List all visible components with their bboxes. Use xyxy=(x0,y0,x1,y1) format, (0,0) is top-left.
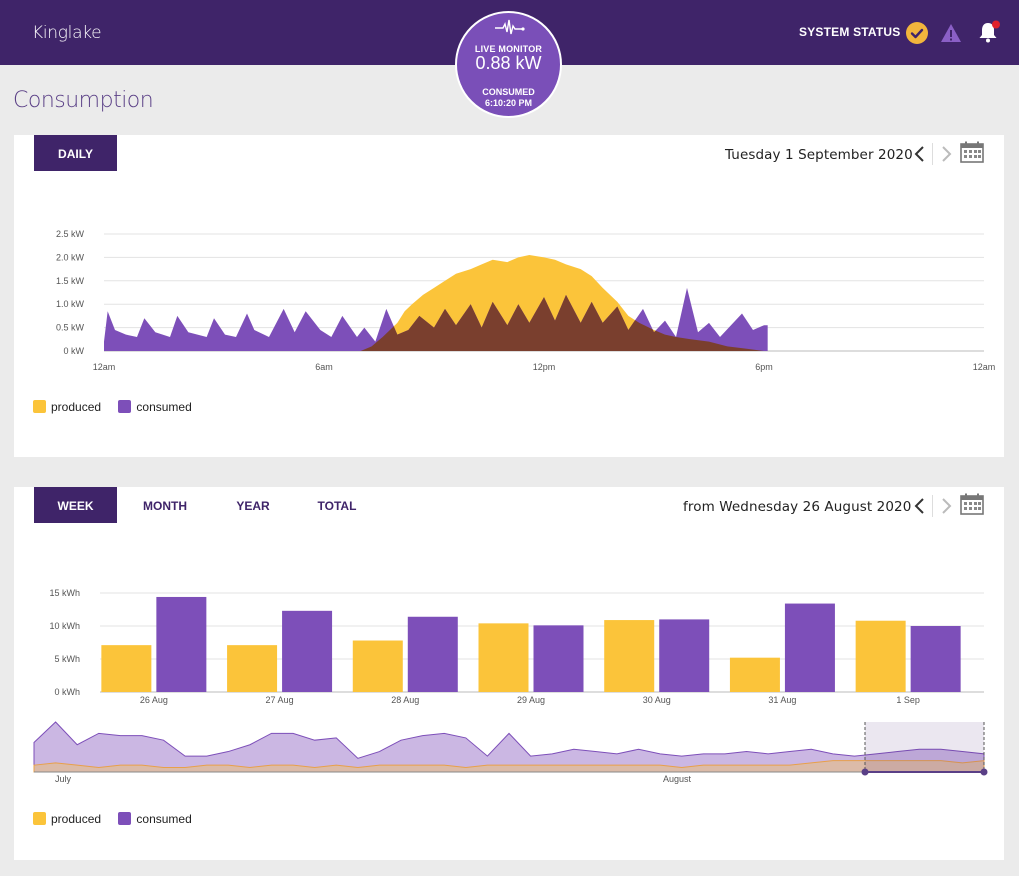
navigator-month-label: August xyxy=(663,774,692,784)
period-legend: produced consumed xyxy=(33,812,206,826)
check-circle-icon[interactable] xyxy=(906,22,928,44)
legend-consumed[interactable]: consumed xyxy=(118,400,192,414)
chevron-right-icon[interactable] xyxy=(939,497,953,515)
notification-dot xyxy=(992,20,1000,29)
legend-consumed-swatch xyxy=(118,812,132,825)
consumed-bar xyxy=(784,603,835,692)
system-status-label[interactable]: SYSTEM STATUS xyxy=(799,25,901,39)
legend-consumed-swatch xyxy=(118,400,132,413)
consumed-bar xyxy=(533,625,584,692)
produced-bar xyxy=(352,640,403,692)
consumed-bar xyxy=(407,616,458,692)
live-monitor-badge[interactable]: LIVE MONITOR 0.88 kW CONSUMED 6:10:20 PM xyxy=(455,11,562,118)
live-monitor-label: LIVE MONITOR xyxy=(474,44,543,54)
y-tick-label: 0 kWh xyxy=(54,687,80,697)
chevron-left-icon[interactable] xyxy=(913,145,927,163)
chevron-left-icon[interactable] xyxy=(913,497,927,515)
x-tick-label: 29 Aug xyxy=(517,695,545,705)
legend-consumed[interactable]: consumed xyxy=(118,812,192,826)
live-monitor-consumed-label: CONSUMED xyxy=(482,87,535,97)
page-title: Consumption xyxy=(13,88,154,113)
warning-triangle-icon[interactable] xyxy=(940,22,962,44)
x-tick-label: 12am xyxy=(973,362,996,372)
tab-month[interactable]: MONTH xyxy=(143,499,187,513)
tab-year[interactable]: YEAR xyxy=(236,499,270,513)
y-tick-label: 10 kWh xyxy=(49,621,80,631)
produced-bar xyxy=(604,620,655,692)
period-date-label: from Wednesday 26 August 2020 xyxy=(683,499,912,515)
calendar-icon[interactable] xyxy=(960,493,984,515)
consumed-bar xyxy=(659,619,710,692)
produced-bar xyxy=(101,645,152,692)
navigator-month-label: July xyxy=(55,774,72,784)
legend-consumed-label: consumed xyxy=(136,812,192,826)
daily-power-chart: 0 kW 0.5 kW 1.0 kW 1.5 kW 2.0 kW 2.5 kW 12am 6a… xyxy=(56,229,996,372)
live-monitor-time: 6:10:20 PM xyxy=(484,98,533,108)
x-tick-label: 28 Aug xyxy=(391,695,419,705)
x-tick-label: 12am xyxy=(93,362,116,372)
nav-separator xyxy=(932,143,933,165)
daily-date-label: Tuesday 1 September 2020 xyxy=(725,147,913,163)
y-tick-label: 1.5 kW xyxy=(56,276,85,286)
legend-produced[interactable]: produced xyxy=(33,812,101,826)
legend-produced-swatch xyxy=(33,812,46,825)
produced-bar xyxy=(729,657,780,692)
x-tick-label: 12pm xyxy=(533,362,556,372)
consumed-bar xyxy=(156,596,207,692)
x-tick-label: 30 Aug xyxy=(643,695,671,705)
y-tick-label: 0.5 kW xyxy=(56,323,85,333)
chevron-right-icon[interactable] xyxy=(939,145,953,163)
navigator-left-handle[interactable] xyxy=(861,768,869,776)
x-tick-label: 26 Aug xyxy=(140,695,168,705)
x-tick-label: 6am xyxy=(315,362,333,372)
tab-total[interactable]: TOTAL xyxy=(317,499,357,513)
nav-separator xyxy=(932,495,933,517)
live-monitor-value: 0.88 kW xyxy=(475,53,542,73)
period-card: WEEK MONTH YEAR TOTAL from Wednesday 26 … xyxy=(14,487,1004,860)
x-tick-label: 1 Sep xyxy=(896,695,920,705)
tab-week[interactable]: WEEK xyxy=(34,487,117,523)
x-tick-label: 6pm xyxy=(755,362,773,372)
daily-card: DAILY Tuesday 1 September 2020 0 kW 0.5 k… xyxy=(14,135,1004,457)
brand-name[interactable]: Kinglake xyxy=(32,23,102,43)
bell-icon[interactable] xyxy=(976,20,1000,44)
navigator-selection xyxy=(865,722,984,772)
navigator-consumed-area xyxy=(33,721,985,773)
weekly-energy-chart: 0 kWh 5 kWh 10 kWh 15 kWh 26 Aug 27 Aug 28 Aug… xyxy=(49,588,984,705)
consumed-bar xyxy=(282,610,333,692)
daily-legend: produced consumed xyxy=(33,400,206,414)
y-tick-label: 2.5 kW xyxy=(56,229,85,239)
y-tick-label: 5 kWh xyxy=(54,654,80,664)
navigator-produced-area xyxy=(33,760,985,773)
produced-bar xyxy=(227,645,278,692)
x-tick-label: 27 Aug xyxy=(266,695,294,705)
pulse-icon xyxy=(495,19,525,35)
legend-produced-label: produced xyxy=(51,400,102,414)
produced-bar xyxy=(478,623,529,692)
y-tick-label: 1.0 kW xyxy=(56,299,85,309)
navigator-right-handle[interactable] xyxy=(980,768,988,776)
range-navigator-chart[interactable]: July August xyxy=(14,717,1004,787)
calendar-icon[interactable] xyxy=(960,141,984,163)
legend-produced-label: produced xyxy=(51,812,102,826)
y-tick-label: 15 kWh xyxy=(49,588,80,598)
legend-consumed-label: consumed xyxy=(136,400,192,414)
y-tick-label: 2.0 kW xyxy=(56,252,85,262)
y-tick-label: 0 kW xyxy=(63,346,84,356)
legend-produced[interactable]: produced xyxy=(33,400,101,414)
consumed-bar xyxy=(910,626,961,692)
x-tick-label: 31 Aug xyxy=(768,695,796,705)
tab-daily[interactable]: DAILY xyxy=(34,135,117,171)
produced-bar xyxy=(855,620,906,692)
legend-produced-swatch xyxy=(33,400,46,413)
